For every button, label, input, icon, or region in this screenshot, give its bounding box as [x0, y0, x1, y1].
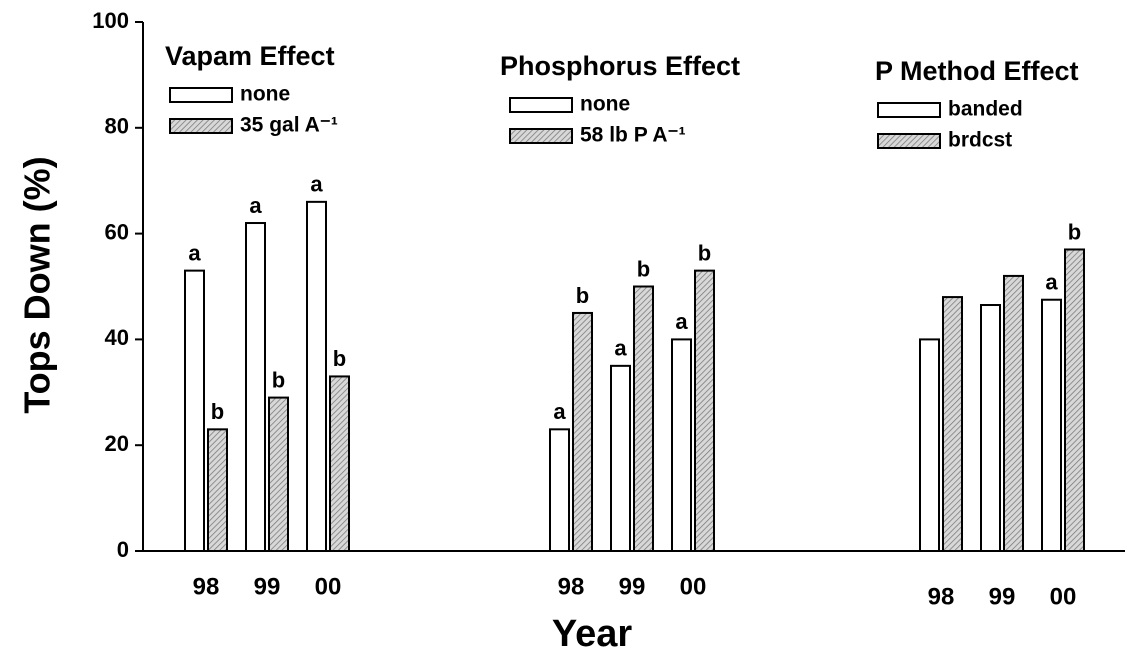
legend-swatch — [877, 133, 941, 149]
bar — [549, 428, 570, 552]
x-tick-label: 00 — [315, 573, 342, 600]
significance-letter: b — [333, 346, 346, 371]
x-tick-label: 00 — [1050, 583, 1077, 610]
x-tick-label: 00 — [680, 573, 707, 600]
x-axis-label: Year — [552, 613, 633, 655]
legend-title: Vapam Effect — [165, 41, 335, 71]
y-tick-label: 20 — [105, 431, 129, 456]
bar — [1064, 248, 1085, 552]
legend-label: none — [580, 93, 630, 116]
bar — [329, 375, 350, 552]
bar — [671, 338, 692, 552]
significance-letter: b — [637, 256, 650, 281]
bar — [919, 338, 940, 552]
significance-letter: b — [698, 240, 711, 265]
significance-letter: a — [1045, 270, 1058, 295]
y-tick-label: 100 — [92, 8, 129, 33]
significance-letter: a — [310, 172, 323, 197]
legend-title: P Method Effect — [875, 56, 1079, 86]
bar — [633, 285, 654, 552]
bar — [694, 269, 715, 552]
legend-label: brdcst — [948, 129, 1012, 152]
x-tick-label: 98 — [193, 573, 220, 600]
x-tick-label: 99 — [989, 583, 1016, 610]
significance-letter: b — [211, 399, 224, 424]
bar — [610, 364, 631, 552]
significance-letter: b — [272, 367, 285, 392]
x-tick-label: 99 — [254, 573, 281, 600]
legend-swatch — [509, 128, 573, 144]
legend-swatch — [509, 97, 573, 113]
significance-letter: b — [576, 283, 589, 308]
legend-swatch — [877, 102, 941, 118]
x-tick-label: 99 — [619, 573, 646, 600]
bar — [184, 269, 205, 552]
legend-swatch — [169, 118, 233, 134]
y-tick-label: 0 — [117, 537, 129, 562]
y-axis-label: Tops Down (%) — [17, 156, 58, 413]
legend-swatch — [169, 87, 233, 103]
y-tick-label: 40 — [105, 325, 129, 350]
bar — [1041, 298, 1062, 552]
legend-label: 35 gal A⁻¹ — [240, 114, 338, 137]
bar — [207, 428, 228, 552]
significance-letter: a — [188, 240, 201, 265]
significance-letter: b — [1068, 219, 1081, 244]
legend-label: 58 lb P A⁻¹ — [580, 124, 686, 147]
bar — [306, 200, 327, 553]
bar — [1003, 274, 1024, 552]
x-tick-label: 98 — [558, 573, 585, 600]
significance-letter: a — [614, 336, 627, 361]
legend-title: Phosphorus Effect — [500, 51, 740, 81]
legend-label: none — [240, 83, 290, 106]
bar — [942, 296, 963, 552]
significance-letter: a — [249, 193, 262, 218]
x-tick-label: 98 — [928, 583, 955, 610]
legend-label: banded — [948, 98, 1023, 121]
bar — [245, 222, 266, 553]
bar — [572, 311, 593, 553]
bar — [268, 396, 289, 552]
y-tick-label: 80 — [105, 114, 129, 139]
y-tick-label: 60 — [105, 219, 129, 244]
significance-letter: a — [675, 309, 688, 334]
bar — [980, 304, 1001, 553]
significance-letter: a — [553, 399, 566, 424]
